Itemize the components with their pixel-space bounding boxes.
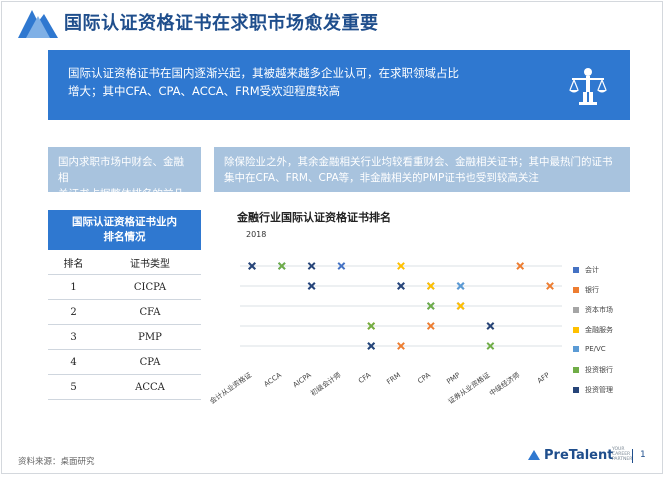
legend-item: 金融服务 — [573, 325, 613, 335]
brand-tagline: YOUR CAREER PARTNER — [612, 447, 633, 462]
legend-swatch — [573, 307, 579, 313]
x-tick-label: CPA — [416, 371, 432, 385]
legend-swatch — [573, 367, 579, 373]
table-row: 5 ACCA — [48, 374, 201, 400]
data-point — [397, 262, 405, 270]
data-point — [426, 282, 435, 290]
data-point — [248, 262, 256, 270]
data-point — [367, 322, 376, 330]
data-point — [277, 262, 286, 270]
x-tick-label: 中级经济师 — [488, 370, 522, 397]
legend-label: 投资管理 — [585, 386, 613, 394]
data-point — [486, 342, 495, 350]
data-point — [456, 302, 465, 310]
legend-label: PE/VC — [585, 345, 606, 353]
brand-logo: PreTalent — [528, 448, 613, 463]
legend-item: 银行 — [573, 285, 599, 295]
data-point — [307, 282, 316, 290]
data-point — [397, 342, 405, 350]
page-separator — [632, 449, 633, 463]
rank-cell: 5 — [48, 374, 99, 400]
rank-cell: 4 — [48, 349, 99, 375]
legend-label: 金融服务 — [585, 326, 613, 334]
insight-box-left: 国内求职市场中财会、金融相 关证书占据整体排名的前几位 — [48, 147, 201, 216]
cert-cell: CFA — [99, 299, 201, 325]
legend-label: 资本市场 — [585, 306, 613, 314]
data-point — [397, 282, 405, 290]
logo-mark-icon — [18, 10, 58, 38]
rank-column-header: 排名 — [48, 250, 99, 275]
source-note: 资料来源：桌面研究 — [18, 457, 95, 467]
x-tick-label: ACCA — [263, 371, 284, 389]
rank-table: 排名 证书类型 1 CICPA 2 CFA 3 PMP 4 CPA 5 ACCA — [48, 250, 201, 400]
legend-item: PE/VC — [573, 345, 606, 353]
cert-cell: CPA — [99, 349, 201, 375]
brand-triangle-icon — [528, 450, 540, 460]
rank-cell: 1 — [48, 274, 99, 300]
legend-label: 银行 — [585, 286, 599, 294]
data-point — [486, 322, 495, 330]
chart-year-label: 2018 — [246, 230, 267, 239]
table-row: 2 CFA — [48, 299, 201, 325]
cert-column-header: 证书类型 — [99, 250, 201, 275]
data-point — [426, 322, 435, 330]
legend-swatch — [573, 267, 579, 273]
rank-cell: 2 — [48, 299, 99, 325]
x-tick-label: FRM — [385, 371, 402, 386]
page-title: 国际认证资格证书在求职市场愈发重要 — [64, 13, 379, 34]
justice-scale-figure-icon — [569, 68, 607, 105]
x-tick-label: 会计从业资格证 — [210, 370, 253, 405]
cert-cell: PMP — [99, 324, 201, 350]
x-tick-label: AICPA — [292, 371, 313, 389]
x-tick-label: AFP — [536, 371, 551, 385]
x-tick-label: PMP — [445, 371, 461, 386]
table-row: 4 CPA — [48, 349, 201, 375]
x-tick-label: CFA — [357, 371, 372, 385]
legend-label: 投资银行 — [585, 366, 613, 374]
rank-cell: 3 — [48, 324, 99, 350]
legend-swatch — [573, 327, 579, 333]
rank-table-title: 国际认证资格证书业内 排名情况 — [48, 210, 201, 250]
legend-swatch — [573, 287, 579, 293]
hero-text: 国际认证资格证书在国内逐渐兴起，其被越来越多企业认可，在求职领域占比 增大；其中… — [68, 66, 459, 98]
data-point — [367, 342, 376, 350]
chart-title: 金融行业国际认证资格证书排名 — [237, 211, 391, 224]
data-point — [307, 262, 316, 270]
table-row: 1 CICPA — [48, 274, 201, 300]
legend-item: 会计 — [573, 265, 599, 275]
data-point — [456, 282, 465, 290]
x-tick-label: 初级会计师 — [309, 370, 343, 397]
cert-cell: CICPA — [99, 274, 201, 300]
legend-item: 投资银行 — [573, 365, 613, 375]
data-point — [516, 262, 525, 270]
page-number: 1 — [640, 450, 646, 460]
legend-item: 投资管理 — [573, 385, 613, 395]
legend-label: 会计 — [585, 266, 599, 274]
legend-item: 资本市场 — [573, 305, 613, 315]
cert-cell: ACCA — [99, 374, 201, 400]
data-point — [546, 282, 554, 290]
table-row: 3 PMP — [48, 324, 201, 350]
data-point — [426, 302, 435, 310]
legend-swatch — [573, 387, 579, 393]
insight-box-right: 除保险业之外，其余金融相关行业均较看重财会、金融相关证书；其中最热门的证书 集中… — [214, 147, 630, 192]
legend-swatch — [573, 346, 579, 352]
hero-banner: 国际认证资格证书在国内逐渐兴起，其被越来越多企业认可，在求职领域占比 增大；其中… — [48, 50, 630, 120]
rank-table-header-row: 排名 证书类型 — [48, 250, 201, 275]
data-point — [337, 262, 346, 270]
